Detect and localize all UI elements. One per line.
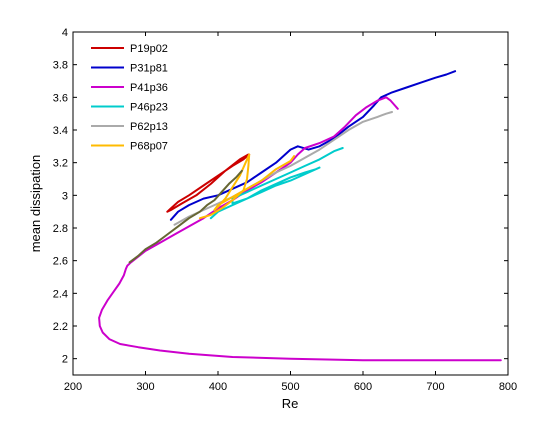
legend-label-p41p36: P41p36	[130, 82, 168, 94]
y-tick-label: 3.4	[53, 125, 68, 137]
y-tick-label: 3.8	[53, 60, 68, 72]
series-line-p62p13	[173, 111, 393, 226]
y-tick-label: 2.2	[53, 321, 68, 333]
x-tick-label: 500	[281, 381, 299, 393]
x-tick-label: 800	[499, 381, 517, 393]
x-tick-label: 300	[136, 381, 154, 393]
y-tick-label: 3	[62, 190, 68, 202]
y-tick-label: 2.8	[53, 223, 68, 235]
y-tick-label: 3.6	[53, 92, 68, 104]
legend-label-p46p23: P46p23	[130, 102, 168, 114]
tick-layer: 200 300 400 500 600 700 800 2 2.2 2.4 2.6 2.8 3 3.2 3.…	[53, 27, 517, 393]
legend: P19p02 P31p81 P41p36 P46p23 P62p13 P68p07	[91, 43, 168, 153]
y-tick-label: 2	[62, 354, 68, 366]
legend-label-p19p02: P19p02	[130, 43, 168, 55]
y-tick-label: 2.6	[53, 256, 68, 268]
series-line-p41p36	[98, 96, 502, 362]
y-tick-label: 4	[62, 27, 68, 39]
series-line-p46p23	[209, 147, 344, 220]
series-line-p68p07	[198, 153, 296, 220]
y-tick-label: 3.2	[53, 158, 68, 170]
x-tick-label: 200	[64, 381, 82, 393]
x-tick-label: 700	[426, 381, 444, 393]
legend-label-p31p81: P31p81	[130, 63, 168, 75]
series-line-p31p81	[169, 70, 457, 221]
series-layer	[98, 70, 502, 362]
y-tick-label: 2.4	[53, 288, 68, 300]
legend-label-p62p13: P62p13	[130, 121, 168, 133]
x-axis-label: Re	[282, 396, 299, 411]
legend-label-p68p07: P68p07	[130, 141, 168, 153]
y-axis-label: mean dissipation	[28, 155, 43, 253]
plot-background	[73, 32, 508, 375]
series-line-unlabelled-6	[128, 169, 243, 264]
x-tick-label: 600	[354, 381, 372, 393]
x-tick-label: 400	[209, 381, 227, 393]
